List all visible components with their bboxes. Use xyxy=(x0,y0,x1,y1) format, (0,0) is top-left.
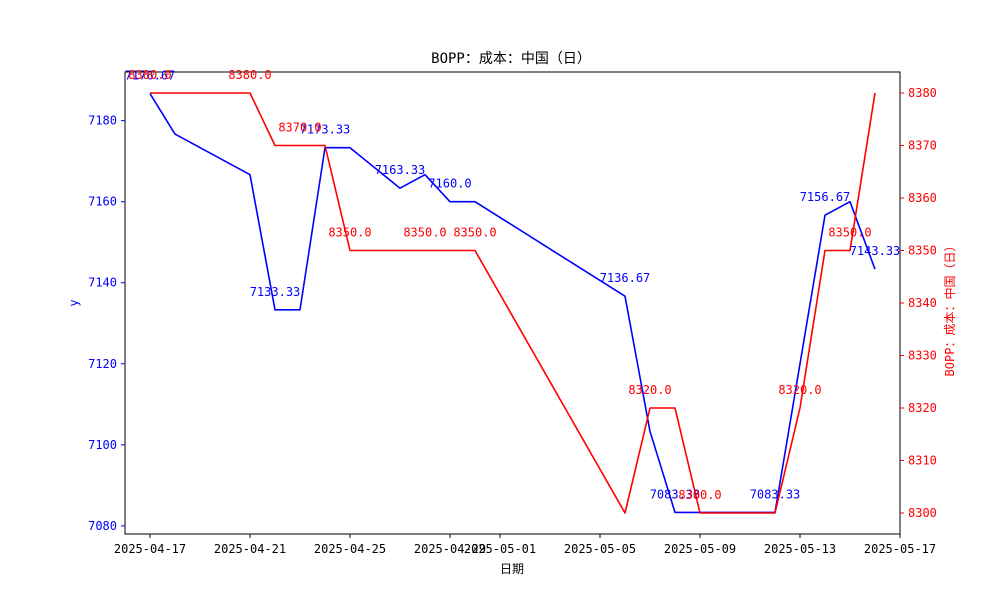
y-left-tick-label: 7140 xyxy=(88,276,117,290)
blue-data-label: 7143.33 xyxy=(850,244,901,258)
chart-title: BOPP：成本：中国（日） xyxy=(431,51,591,67)
y-left-tick-label: 7160 xyxy=(88,195,117,209)
blue-data-label: 7173.33 xyxy=(300,123,351,137)
red-data-label: 8350.0 xyxy=(828,226,871,240)
y-left-tick-label: 7180 xyxy=(88,114,117,128)
blue-data-label: 7163.33 xyxy=(375,163,426,177)
y-right-tick-label: 8350 xyxy=(908,244,937,258)
y-right-tick-label: 8320 xyxy=(908,401,937,415)
y-right-tick-label: 8330 xyxy=(908,349,937,363)
y-axis-right-label: BOPP：成本：中国（日） xyxy=(942,240,957,377)
x-tick-label: 2025-05-05 xyxy=(564,542,636,556)
red-data-label: 8350.0 xyxy=(453,226,496,240)
y-left-tick-label: 7100 xyxy=(88,438,117,452)
y-axis-left-label: y xyxy=(67,299,81,306)
y-axis-left: 7080 7100 7120 7140 7160 7180 xyxy=(88,114,125,533)
blue-data-label: 7156.67 xyxy=(800,190,851,204)
y-right-tick-label: 8300 xyxy=(908,506,937,520)
y-right-tick-label: 8340 xyxy=(908,296,937,310)
x-tick-label: 2025-04-29 xyxy=(414,542,486,556)
y-right-tick-label: 8310 xyxy=(908,454,937,468)
red-data-label: 8370.0 xyxy=(278,121,321,135)
red-data-label: 8380.0 xyxy=(128,68,171,82)
y-left-tick-label: 7120 xyxy=(88,357,117,371)
red-data-label: 8380.0 xyxy=(228,68,271,82)
blue-data-label: 7083.33 xyxy=(750,487,801,501)
red-data-label: 8300.0 xyxy=(678,488,721,502)
y-left-tick-label: 7080 xyxy=(88,519,117,533)
x-tick-label: 2025-04-25 xyxy=(314,542,386,556)
blue-data-label: 7160.0 xyxy=(428,177,471,191)
red-data-label: 8350.0 xyxy=(328,226,371,240)
x-tick-label: 2025-05-17 xyxy=(864,542,936,556)
x-tick-label: 2025-05-09 xyxy=(664,542,736,556)
x-tick-label: 2025-04-17 xyxy=(114,542,186,556)
x-tick-label: 2025-04-21 xyxy=(214,542,286,556)
blue-data-label: 7136.67 xyxy=(600,271,651,285)
y-right-tick-label: 8380 xyxy=(908,86,937,100)
red-data-label: 8320.0 xyxy=(628,383,671,397)
series-layer xyxy=(149,92,876,514)
blue-data-label: 7176.67 xyxy=(125,69,176,83)
blue-data-label: 7083.33 xyxy=(650,487,701,501)
y-axis-right: 8300 8310 8320 8330 8340 8350 8360 8370 8380 xyxy=(900,86,937,520)
x-axis: 2025-04-17 2025-04-21 2025-04-25 2025-04-29… xyxy=(114,534,936,556)
x-tick-label: 2025-05-13 xyxy=(764,542,836,556)
red-data-label: 8320.0 xyxy=(778,383,821,397)
x-tick-label: 2025-05-01 xyxy=(464,542,536,556)
y-right-tick-label: 8370 xyxy=(908,139,937,153)
red-data-label: 8350.0 xyxy=(403,226,446,240)
red-series-line xyxy=(150,92,876,514)
x-axis-label: 日期 xyxy=(500,562,524,576)
y-right-tick-label: 8360 xyxy=(908,191,937,205)
blue-data-label: 7133.33 xyxy=(250,285,301,299)
